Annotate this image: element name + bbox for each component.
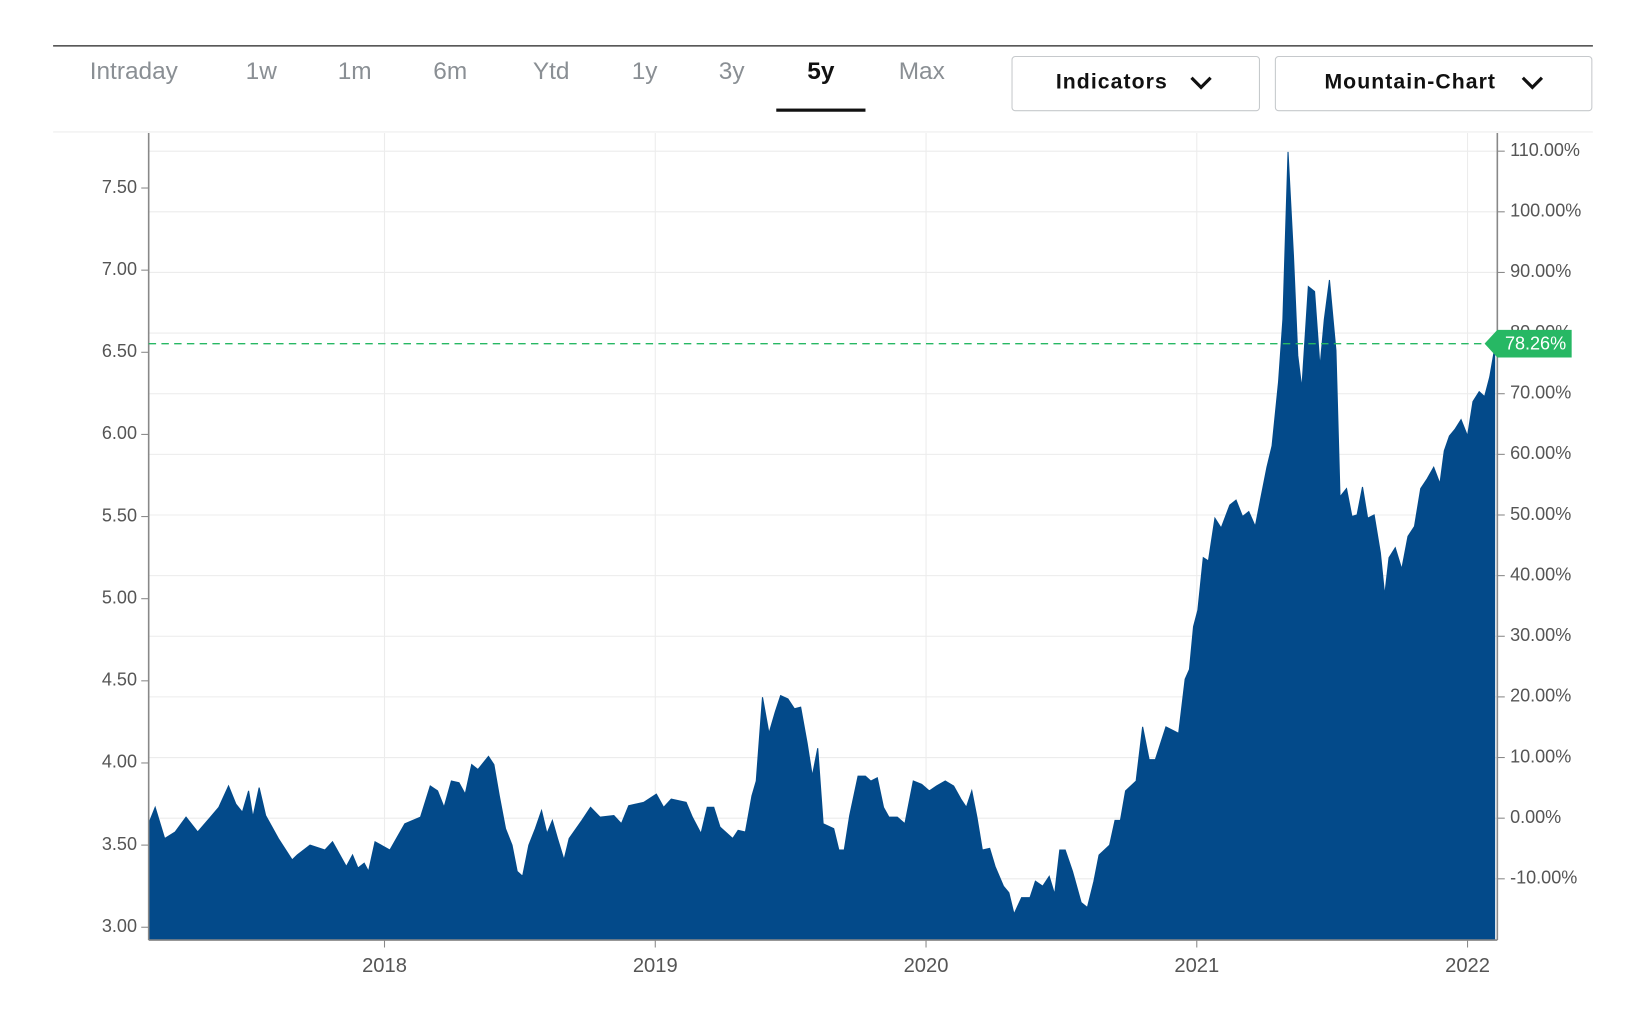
y-tick-label: 7.50 bbox=[102, 177, 137, 197]
y2-tick-label: 40.00% bbox=[1510, 564, 1571, 584]
y2-tick-label: 10.00% bbox=[1510, 746, 1571, 766]
range-tab[interactable]: 6m bbox=[433, 58, 467, 85]
chevron bbox=[1190, 76, 1212, 90]
button-label[interactable]: Mountain-Chart bbox=[1324, 71, 1496, 94]
y-tick-label: 4.50 bbox=[102, 670, 137, 690]
last-value-label: 78.26% bbox=[1505, 333, 1566, 353]
range-tab[interactable]: Ytd bbox=[533, 58, 570, 85]
y2-tick-label: 100.00% bbox=[1510, 201, 1581, 221]
y-tick-label: 5.50 bbox=[102, 505, 137, 525]
range-tab[interactable]: 3y bbox=[719, 58, 746, 85]
range-tab[interactable]: 1y bbox=[632, 58, 659, 85]
y2-tick-label: 60.00% bbox=[1510, 443, 1571, 463]
x-tick-label: 2020 bbox=[904, 955, 949, 977]
area-fill bbox=[148, 151, 1496, 941]
button-label[interactable]: Indicators bbox=[1056, 71, 1168, 94]
y-tick-label: 6.50 bbox=[102, 341, 137, 361]
y2-tick-label: 70.00% bbox=[1510, 382, 1571, 402]
x-tick-label: 2018 bbox=[362, 955, 407, 977]
active-tab-underline bbox=[776, 108, 866, 112]
range-tab[interactable]: 1w bbox=[246, 58, 278, 85]
y2-tick-label: 30.00% bbox=[1510, 625, 1571, 645]
range-tab[interactable]: Intraday bbox=[90, 58, 179, 85]
range-tab[interactable]: Max bbox=[899, 58, 945, 85]
y2-tick-label: 110.00% bbox=[1510, 140, 1580, 160]
y2-tick-label: 0.00% bbox=[1510, 807, 1561, 827]
y-tick-label: 3.00 bbox=[102, 916, 137, 936]
y-tick-label: 5.00 bbox=[102, 587, 137, 607]
range-tab[interactable]: 1m bbox=[338, 58, 372, 85]
area-line bbox=[148, 151, 1496, 916]
y-tick-label: 6.00 bbox=[102, 423, 137, 443]
y-tick-label: 3.50 bbox=[102, 834, 137, 854]
y2-tick-label: 20.00% bbox=[1510, 686, 1571, 706]
x-tick-label: 2021 bbox=[1174, 955, 1219, 977]
last-value-tag bbox=[1484, 329, 1572, 358]
y2-tick-label: -10.00% bbox=[1510, 868, 1577, 888]
x-tick-label: 2022 bbox=[1445, 955, 1490, 977]
x-tick-label: 2019 bbox=[633, 955, 678, 977]
y-tick-label: 7.00 bbox=[102, 259, 137, 279]
range-tab[interactable]: 5y bbox=[807, 58, 835, 85]
y2-tick-label: 50.00% bbox=[1510, 504, 1571, 524]
y2-tick-label: 90.00% bbox=[1510, 261, 1571, 281]
chart-type-button[interactable] bbox=[1274, 55, 1593, 112]
y-tick-label: 4.00 bbox=[102, 752, 137, 772]
indicators-button[interactable] bbox=[1011, 55, 1260, 112]
chevron bbox=[1521, 76, 1544, 90]
